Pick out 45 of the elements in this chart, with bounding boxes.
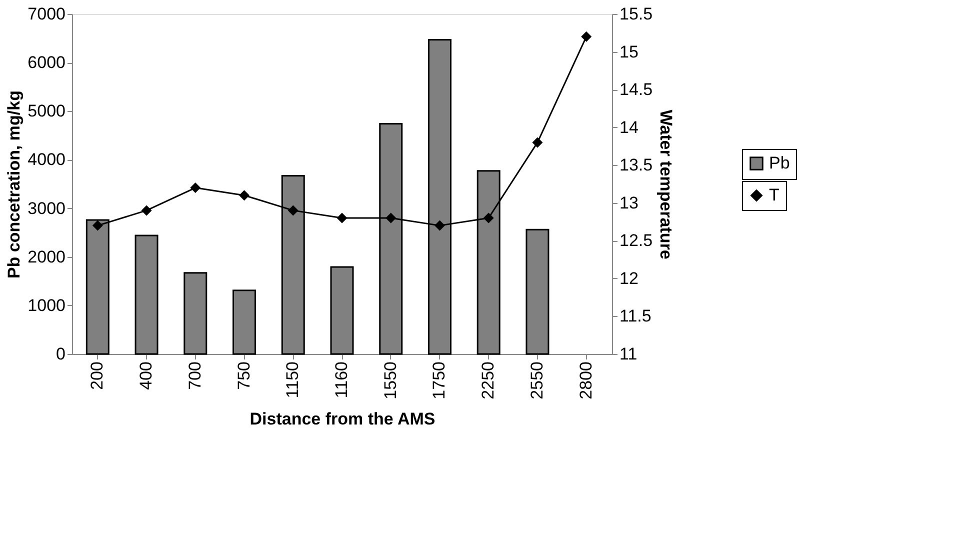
x-tick-label: 400 [136, 362, 156, 390]
y-tick-label: 5000 [28, 102, 66, 121]
y2-tick-label: 13 [620, 193, 638, 212]
point [92, 220, 103, 231]
x-tick-label: 1160 [332, 362, 351, 398]
y-tick-label: 1000 [28, 296, 66, 315]
x-tick-label: 2250 [478, 362, 498, 400]
point [141, 205, 152, 216]
y-tick-label: 4000 [28, 150, 66, 170]
point [434, 220, 445, 231]
y2-tick-label: 14 [620, 118, 638, 137]
x-tick-label: 700 [185, 362, 204, 390]
point [532, 137, 543, 148]
x-tick-label: 1150 [283, 362, 302, 398]
y2-tick-label: 11.5 [620, 306, 652, 326]
y-tick-label: 3000 [28, 198, 66, 218]
y2-tick-label: 13.5 [620, 156, 653, 175]
y2-tick-label: 12.5 [620, 231, 653, 250]
y-tick-label: 6000 [28, 53, 66, 72]
point [386, 212, 396, 224]
y-tick-label: 0 [56, 344, 66, 364]
legend-label: Pb [769, 154, 790, 172]
x-tick-label: 200 [88, 362, 107, 390]
point [239, 190, 250, 201]
x-tick-label: 1550 [380, 362, 400, 400]
x-tick-label: 750 [234, 362, 254, 390]
x-axis-title: Distance from the AMS [250, 409, 436, 428]
point [581, 31, 592, 42]
legend-label: T [769, 186, 780, 204]
y-tick-label: 7000 [28, 4, 66, 24]
y2-tick-label: 12 [620, 268, 638, 288]
x-tick-label: 2800 [576, 362, 596, 400]
point [190, 182, 201, 194]
y-axis-title: Pb concetration, mg/kg [4, 90, 24, 278]
x-tick-label: 2550 [527, 362, 546, 400]
point [288, 205, 298, 216]
y2-tick-label: 15 [620, 42, 638, 62]
x-tick-label: 1750 [430, 362, 449, 400]
y2-tick-label: 15.5 [620, 4, 653, 24]
y2-tick-label: 14.5 [620, 80, 653, 100]
y-tick-label: 2000 [28, 247, 66, 266]
point [483, 212, 494, 224]
point [336, 212, 348, 224]
y2-axis-title: Water temperature [656, 110, 676, 260]
y2-tick-label: 11 [620, 344, 638, 364]
